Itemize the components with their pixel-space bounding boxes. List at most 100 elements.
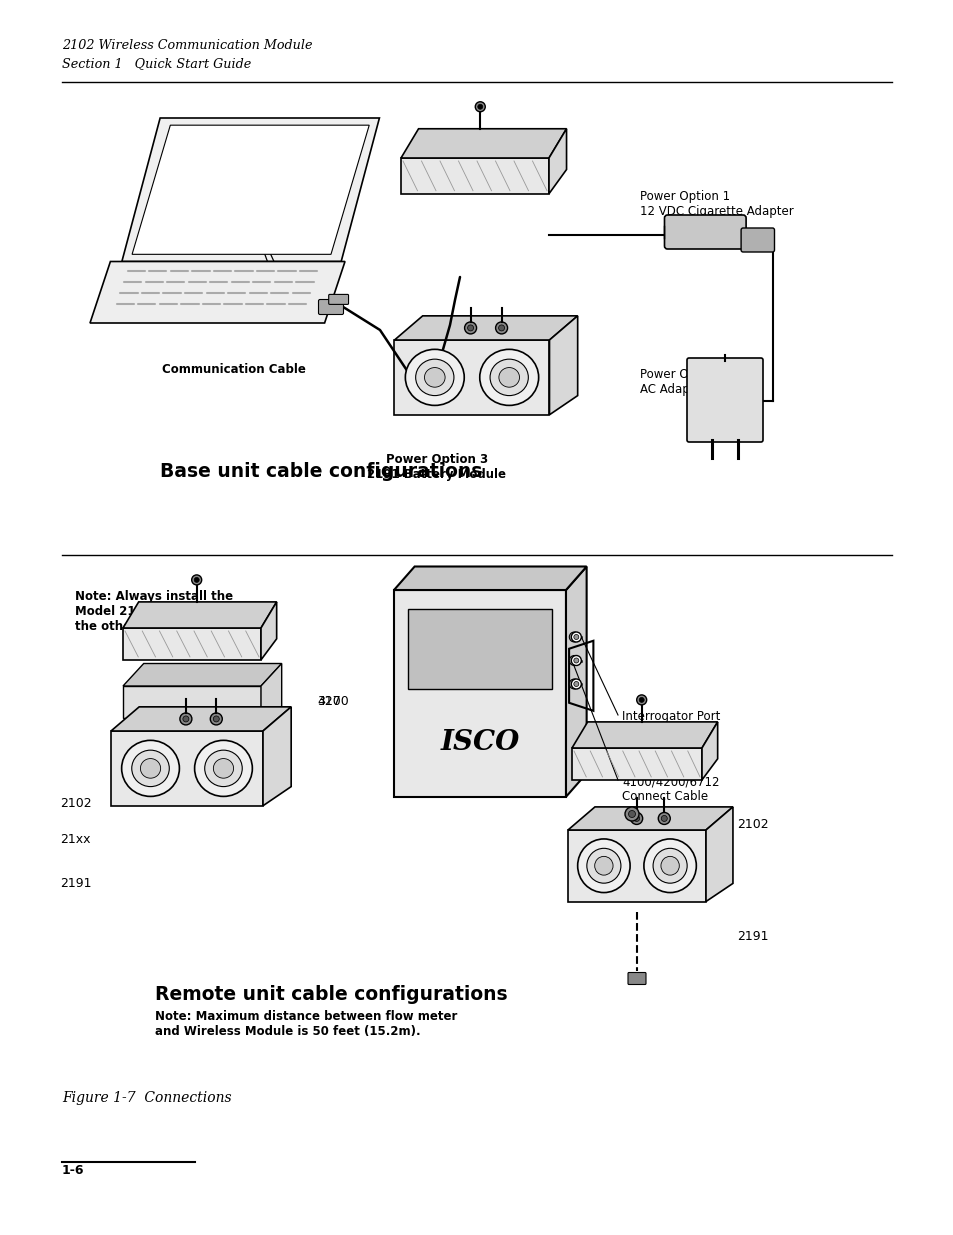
Text: Communication Cable: Communication Cable: [162, 363, 306, 375]
Text: 317: 317: [316, 695, 340, 708]
Text: Base unit cable configurations: Base unit cable configurations: [160, 462, 482, 480]
Circle shape: [658, 813, 670, 825]
FancyBboxPatch shape: [664, 215, 745, 249]
Polygon shape: [122, 119, 379, 262]
Circle shape: [180, 713, 192, 725]
Circle shape: [573, 682, 578, 687]
Circle shape: [210, 713, 222, 725]
Circle shape: [633, 815, 639, 821]
FancyBboxPatch shape: [686, 358, 762, 442]
Ellipse shape: [490, 359, 528, 395]
Ellipse shape: [660, 856, 679, 876]
Ellipse shape: [498, 368, 519, 388]
Ellipse shape: [653, 848, 686, 883]
Text: Note: Always install the
Model 2102 ON TOP of
the other modules.: Note: Always install the Model 2102 ON T…: [75, 590, 233, 634]
Text: 2102 Wireless Communication Module: 2102 Wireless Communication Module: [62, 40, 313, 52]
Text: 1-6: 1-6: [62, 1165, 85, 1177]
Polygon shape: [111, 706, 291, 731]
Text: Interrogator Port: Interrogator Port: [621, 710, 720, 722]
Text: 21xx: 21xx: [60, 832, 91, 846]
Polygon shape: [548, 128, 566, 194]
Ellipse shape: [578, 839, 629, 893]
Circle shape: [624, 806, 639, 821]
Circle shape: [498, 325, 504, 331]
Circle shape: [475, 101, 485, 111]
Circle shape: [495, 322, 507, 333]
Circle shape: [477, 104, 482, 109]
Ellipse shape: [416, 359, 454, 395]
Text: RS-232 Serial Ports
COM1 or COM2: RS-232 Serial Ports COM1 or COM2: [164, 195, 292, 224]
Text: 4200: 4200: [316, 695, 349, 708]
Circle shape: [660, 815, 666, 821]
Circle shape: [183, 716, 189, 722]
Circle shape: [213, 716, 219, 722]
Circle shape: [192, 576, 201, 585]
Polygon shape: [400, 158, 548, 194]
Polygon shape: [565, 567, 586, 797]
Ellipse shape: [405, 350, 464, 405]
Polygon shape: [90, 262, 345, 324]
Polygon shape: [123, 663, 281, 685]
Text: Figure 1-7  Connections: Figure 1-7 Connections: [62, 1091, 232, 1105]
Text: Note: Maximum distance between flow meter
and Wireless Module is 50 feet (15.2m): Note: Maximum distance between flow mete…: [154, 1010, 456, 1037]
Polygon shape: [123, 629, 261, 659]
Circle shape: [464, 322, 476, 333]
Text: 2102: 2102: [60, 797, 91, 810]
Polygon shape: [572, 748, 701, 779]
Text: 2191: 2191: [60, 877, 91, 890]
Text: ISCO: ISCO: [440, 729, 519, 756]
Polygon shape: [395, 340, 549, 415]
Text: Section 1   Quick Start Guide: Section 1 Quick Start Guide: [62, 57, 251, 70]
Text: Power Option 3
2191 Battery Module: Power Option 3 2191 Battery Module: [367, 453, 506, 480]
Text: Power Option 2
AC Adapter: Power Option 2 AC Adapter: [639, 368, 729, 396]
Ellipse shape: [424, 368, 445, 388]
Polygon shape: [567, 830, 705, 902]
Circle shape: [630, 813, 642, 825]
FancyBboxPatch shape: [318, 300, 343, 315]
Ellipse shape: [132, 750, 169, 787]
Polygon shape: [400, 128, 566, 158]
Circle shape: [628, 810, 635, 818]
Polygon shape: [567, 806, 732, 830]
FancyBboxPatch shape: [627, 972, 645, 984]
Bar: [394, 590, 565, 797]
Ellipse shape: [194, 740, 253, 797]
Text: 2102: 2102: [737, 818, 768, 831]
Ellipse shape: [122, 740, 179, 797]
Polygon shape: [261, 601, 276, 659]
Polygon shape: [549, 316, 578, 415]
Polygon shape: [705, 806, 732, 902]
Polygon shape: [394, 567, 586, 590]
Polygon shape: [261, 663, 281, 718]
Polygon shape: [132, 125, 369, 254]
Circle shape: [467, 325, 473, 331]
Ellipse shape: [213, 758, 233, 778]
Circle shape: [571, 679, 580, 689]
Ellipse shape: [643, 839, 696, 893]
Circle shape: [636, 695, 646, 705]
Circle shape: [194, 578, 199, 583]
Polygon shape: [123, 601, 276, 629]
Polygon shape: [701, 722, 717, 779]
FancyBboxPatch shape: [740, 228, 774, 252]
Circle shape: [573, 658, 578, 663]
Bar: [407, 609, 552, 689]
Ellipse shape: [479, 350, 538, 405]
Circle shape: [569, 679, 578, 689]
Text: 2102: 2102: [458, 148, 493, 161]
Circle shape: [571, 656, 580, 666]
Polygon shape: [123, 685, 261, 718]
Ellipse shape: [140, 758, 160, 778]
Text: Power Option 1
12 VDC Cigarette Adapter: Power Option 1 12 VDC Cigarette Adapter: [639, 190, 793, 219]
Circle shape: [569, 632, 578, 642]
Ellipse shape: [594, 856, 613, 876]
Polygon shape: [395, 316, 578, 340]
Circle shape: [573, 635, 578, 640]
Text: Remote unit cable configurations: Remote unit cable configurations: [154, 986, 507, 1004]
Polygon shape: [572, 722, 717, 748]
Circle shape: [639, 698, 643, 703]
Ellipse shape: [205, 750, 242, 787]
FancyBboxPatch shape: [329, 294, 348, 304]
Text: 4100/4200/6712
Connect Cable: 4100/4200/6712 Connect Cable: [621, 776, 719, 803]
Circle shape: [571, 632, 580, 642]
